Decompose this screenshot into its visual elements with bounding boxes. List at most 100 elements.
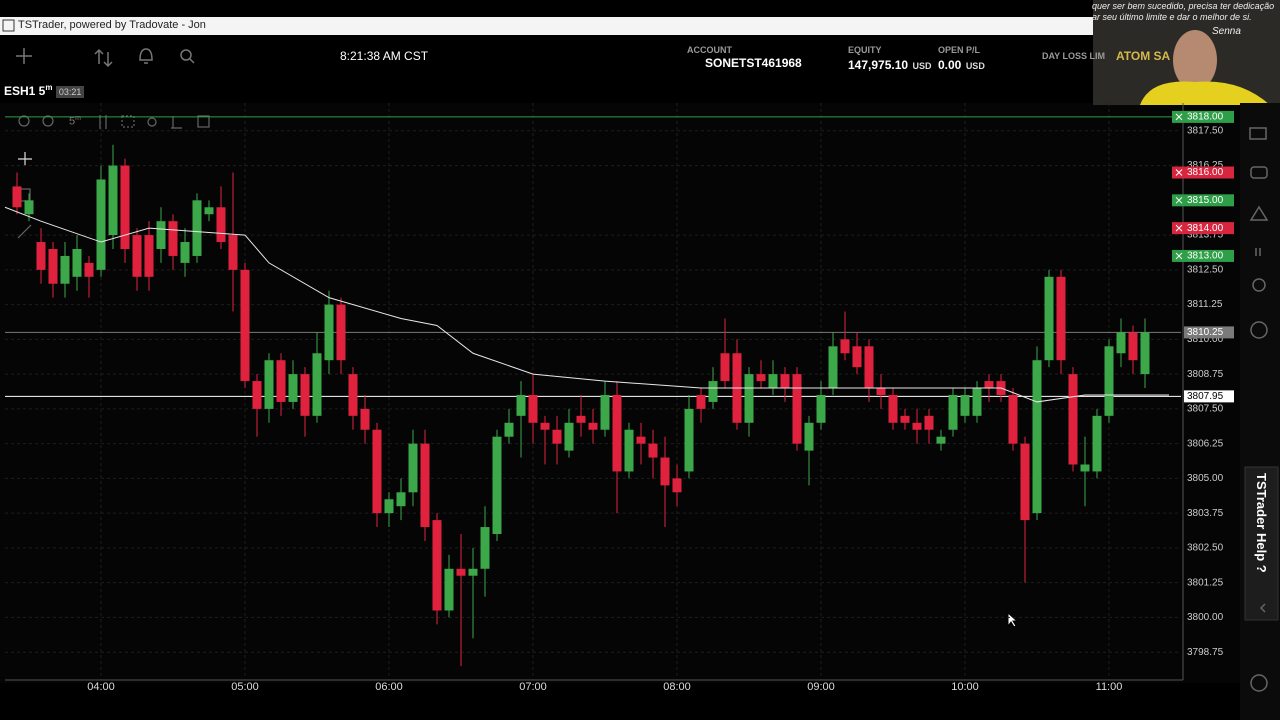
moving-average [4,206,1169,403]
candle-body [624,429,634,472]
candle-body [60,255,70,284]
candle-body [360,408,370,430]
order-label-box[interactable] [1172,222,1234,235]
toolbar-interval[interactable]: 5m [69,115,81,128]
candle-body [768,374,778,389]
candle-body [600,394,610,430]
candle-body [636,436,646,444]
candle-body [504,422,514,437]
order-label: 3813.00 [1187,251,1224,262]
candle-body [108,165,118,236]
candle-body [540,422,550,430]
order-cancel-icon [1175,196,1183,204]
y-tick-label: 3801.25 [1187,577,1224,588]
candle-body [396,492,406,507]
y-tick-label: 3798.75 [1187,647,1224,658]
order-label-box[interactable] [1172,194,1234,207]
chart-tab[interactable]: ESH1 5m 03:21 [4,83,85,98]
y-tick-label: 3807.50 [1187,404,1224,415]
candle-body [312,353,322,416]
order-cancel-icon [1175,252,1183,260]
candle-body [936,436,946,444]
candle-body [336,304,346,361]
open-pl[interactable]: 0.00 USD [938,56,985,74]
candle-body [1068,374,1078,465]
equity-value: 147,975.10 [848,58,909,72]
account-name[interactable]: SONETST461968 [705,56,802,70]
price-label: 3807.95 [1187,391,1224,402]
candle-body [912,422,922,430]
y-tick-label: 3813.75 [1187,230,1224,241]
order-label: 3815.00 [1187,195,1224,206]
open-pl-label: OPEN P/L [938,45,981,55]
candle-body [372,429,382,514]
interval-value: 5 [69,115,76,128]
webcam-caption: Senna [1212,26,1241,37]
tab-symbol: ESH1 5 [4,84,46,98]
candle-body [660,457,670,486]
candle-body [708,381,718,402]
tab-countdown: 03:21 [55,86,85,98]
candle-body [840,339,850,354]
candle-body [12,186,22,208]
candle-body [216,207,226,243]
candle-body [408,443,418,493]
candle-body [552,429,562,444]
candle-body [492,436,502,535]
candle-body [1020,443,1030,521]
order-cancel-icon [1175,224,1183,232]
candle-body [780,374,790,389]
x-tick-label: 10:00 [951,681,979,693]
candle-body [96,179,106,270]
candle-body [276,360,286,402]
help-panel[interactable] [1244,466,1279,621]
candle-body [480,527,490,569]
header-icons [16,48,195,68]
price-label: 3810.25 [1187,327,1224,338]
candle-body [984,381,994,389]
candle-body [348,374,358,416]
x-tick-label: 07:00 [519,681,547,693]
y-tick-label: 3806.25 [1187,438,1224,449]
candle-body [240,269,250,382]
open-pl-value: 0.00 [938,58,962,72]
candle-body [252,381,262,409]
interval-unit: m [75,115,81,122]
y-tick-label: 3803.75 [1187,508,1224,519]
y-tick-label: 3810.00 [1187,334,1224,345]
candle-body [924,415,934,430]
side-bar [1240,103,1280,720]
candle-body [804,422,814,451]
order-label: 3814.00 [1187,223,1224,234]
candle-body [720,353,730,382]
y-tick-label: 3802.50 [1187,543,1224,554]
candle-body [324,304,334,361]
order-label-box[interactable] [1172,110,1234,123]
help-label[interactable]: TSTrader Help ? [1254,473,1269,573]
candle-body [516,394,526,416]
order-label-box[interactable] [1172,249,1234,262]
candle-body [648,443,658,458]
candle-body [1092,415,1102,472]
candle-body [468,568,478,576]
candle-body [1044,276,1054,361]
candle-body [72,248,82,277]
candle-body [204,207,214,215]
candle-body [1128,332,1138,361]
y-tick-label: 3805.00 [1187,473,1224,484]
candle-body [948,394,958,430]
candle-body [672,478,682,493]
candle-body [300,374,310,416]
candle-body [168,221,178,256]
candle-body [36,242,46,270]
candle-body [84,262,94,277]
candle-body [852,346,862,368]
order-cancel-icon [1175,169,1183,176]
order-label-box[interactable] [1172,166,1234,179]
candle-body [384,499,394,514]
tab-unit: m [45,83,53,92]
candle-body [888,394,898,423]
candle-body [192,200,202,256]
